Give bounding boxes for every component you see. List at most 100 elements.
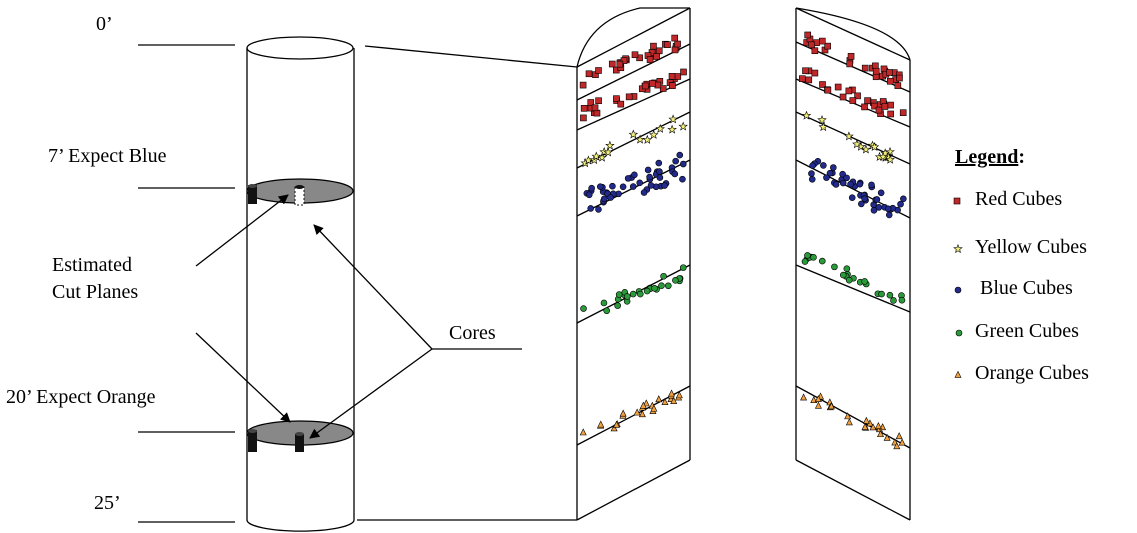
side-orange-cubes-marker	[861, 422, 869, 430]
front-red-cubes-marker	[669, 82, 676, 89]
front-green-cubes-marker	[623, 293, 631, 300]
legend-item-label: Yellow Cubes	[975, 236, 1087, 258]
front-red-cubes-marker	[580, 114, 587, 122]
front-green-cubes-marker	[629, 290, 637, 298]
front-orange-cubes-marker	[639, 401, 647, 409]
side-blue-cubes-marker	[820, 162, 827, 169]
side-blue-cubes-marker	[900, 195, 907, 203]
side-red-cubes-marker	[818, 37, 826, 45]
arrow-to-cut-plane-blue	[195, 194, 289, 267]
front-red-cubes-marker	[631, 51, 639, 59]
side-orange-cubes-marker	[898, 438, 906, 446]
front-red-cubes-marker	[654, 81, 662, 89]
front-green-cubes-marker	[614, 302, 621, 309]
front-yellow-cubes-marker	[635, 134, 645, 144]
side-red-cubes-marker	[846, 60, 854, 68]
side-blue-cubes-marker	[873, 196, 881, 203]
side-blue-cubes-marker	[856, 180, 864, 188]
side-green-cubes-marker	[861, 278, 868, 285]
side-orange-cubes-marker	[895, 432, 903, 440]
front-green-cubes-marker	[643, 287, 651, 295]
cut-planes-label-line2: Cut Planes	[52, 281, 138, 303]
front-red-cubes-marker	[671, 34, 679, 42]
side-green-cubes-marker	[818, 257, 826, 265]
front-blue-cubes-marker	[629, 183, 637, 190]
front-blue-cubes-marker	[656, 174, 664, 181]
side-orange-cubes-marker	[874, 421, 882, 429]
front-red-cubes-marker	[580, 105, 588, 112]
side-blue-cubes-marker	[861, 195, 868, 202]
side-red-cubes-marker	[845, 87, 853, 95]
front-blue-cubes-marker	[607, 194, 614, 201]
legend: Legend: Red Cubes Yellow Cubes Blue Cubes G…	[953, 146, 1089, 384]
legend-item-label: Green Cubes	[975, 320, 1079, 342]
arrow-cores-to-blue	[313, 224, 433, 350]
side-blue-cubes-marker	[839, 179, 847, 187]
core-sample-blue-left	[248, 184, 257, 204]
side-red-cubes-marker	[887, 101, 894, 109]
side-yellow-cubes-marker	[869, 141, 880, 151]
core-sample-orange-right	[295, 432, 304, 452]
front-red-cubes-marker	[668, 73, 676, 80]
side-red-cubes-marker	[811, 69, 819, 77]
front-yellow-cubes-marker	[668, 114, 678, 124]
front-blue-cubes-marker	[600, 195, 608, 203]
front-green-cubes-marker	[615, 291, 623, 298]
front-blue-cubes-marker	[679, 175, 686, 183]
front-yellow-cubes-marker	[648, 129, 659, 139]
front-red-cubes-marker	[613, 95, 620, 102]
side-red-cubes-marker	[875, 106, 883, 114]
front-orange-cubes-marker	[638, 410, 646, 418]
side-red-cubes-marker	[872, 73, 880, 81]
side-red-cubes-marker	[881, 103, 889, 110]
front-orange-cubes-marker	[613, 420, 620, 428]
side-blue-cubes-marker	[808, 170, 815, 177]
front-yellow-cubes-marker	[678, 121, 688, 131]
side-blue-cubes-marker	[847, 180, 854, 188]
front-blue-cubes-marker	[656, 168, 663, 175]
side-green-cubes-marker	[831, 263, 838, 271]
side-blue-cubes-marker	[848, 194, 856, 201]
side-red-cubes-marker	[854, 92, 861, 100]
side-blue-cubes-marker	[832, 181, 840, 188]
front-yellow-cubes-marker	[655, 123, 666, 133]
side-red-cubes-marker	[824, 86, 832, 94]
front-red-cubes-marker	[674, 40, 681, 48]
front-green-cubes-marker	[679, 264, 687, 271]
front-red-cubes-marker	[649, 80, 656, 87]
side-red-cubes-marker	[849, 97, 857, 104]
legend-marker-green-cubes	[955, 329, 963, 337]
side-red-cubes-marker	[861, 103, 868, 111]
legend-marker-yellow-cubes	[953, 243, 963, 254]
side-yellow-cubes-marker	[885, 154, 895, 164]
front-red-cubes-marker	[671, 46, 679, 54]
front-red-cubes-marker	[617, 100, 625, 108]
side-blue-cubes-marker	[870, 207, 878, 214]
front-red-cubes-marker	[591, 104, 599, 112]
front-red-cubes-marker	[659, 85, 667, 92]
front-red-cubes-marker	[655, 47, 663, 55]
front-orange-cubes-marker	[670, 396, 678, 404]
front-yellow-cubes-marker	[603, 147, 613, 157]
cores-label: Cores	[449, 322, 496, 344]
front-blue-cubes-marker	[672, 157, 679, 165]
side-blue-cubes-marker	[885, 211, 893, 219]
arrow-to-cut-plane-orange	[195, 332, 291, 423]
side-yellow-cubes-marker	[885, 146, 895, 156]
expanded-core-view-front	[576, 7, 691, 521]
side-orange-cubes-marker	[827, 402, 835, 410]
side-red-cubes-marker	[811, 47, 819, 55]
side-orange-cubes-marker	[869, 423, 877, 431]
front-green-cubes-marker	[636, 290, 644, 298]
front-blue-cubes-marker	[644, 166, 652, 174]
front-red-cubes-marker	[664, 41, 671, 49]
side-red-cubes-marker	[839, 93, 847, 101]
front-red-cubes-marker	[620, 57, 628, 64]
core-sample-blue-right	[294, 185, 305, 206]
front-blue-cubes-marker	[596, 183, 604, 190]
front-red-cubes-marker	[608, 60, 616, 68]
front-red-cubes-marker	[625, 93, 633, 101]
side-red-cubes-marker	[896, 74, 903, 82]
front-red-cubes-marker	[587, 99, 595, 106]
side-blue-cubes-marker	[858, 200, 865, 208]
